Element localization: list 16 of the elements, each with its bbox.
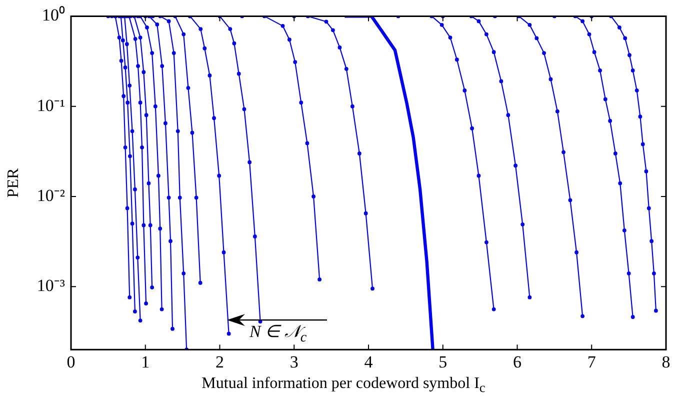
x-tick-label: 2 — [216, 352, 224, 372]
annotation: N ∈ 𝒩$_{c}$ — [250, 321, 307, 347]
x-axis-title: Mutual information per codeword symbol I$_{c}$ — [200, 375, 486, 396]
y-tick-label: 10⁻² — [36, 186, 65, 205]
y-tick-label: 10⁻¹ — [36, 96, 65, 115]
x-tick-label: 6 — [513, 352, 522, 372]
x-tick-label: 0 — [66, 352, 76, 372]
y-axis-title: PER — [4, 168, 22, 198]
x-tick-label: 4 — [364, 352, 374, 372]
y-tick-label: 10⁰ — [42, 6, 65, 25]
x-tick-label: 8 — [662, 352, 670, 372]
x-tick-label: 3 — [290, 352, 298, 372]
x-tick-label: 1 — [141, 352, 150, 372]
x-tick-label: 5 — [438, 352, 448, 372]
y-tick-label: 10⁻³ — [36, 276, 65, 296]
x-tick-label: 7 — [587, 352, 596, 372]
